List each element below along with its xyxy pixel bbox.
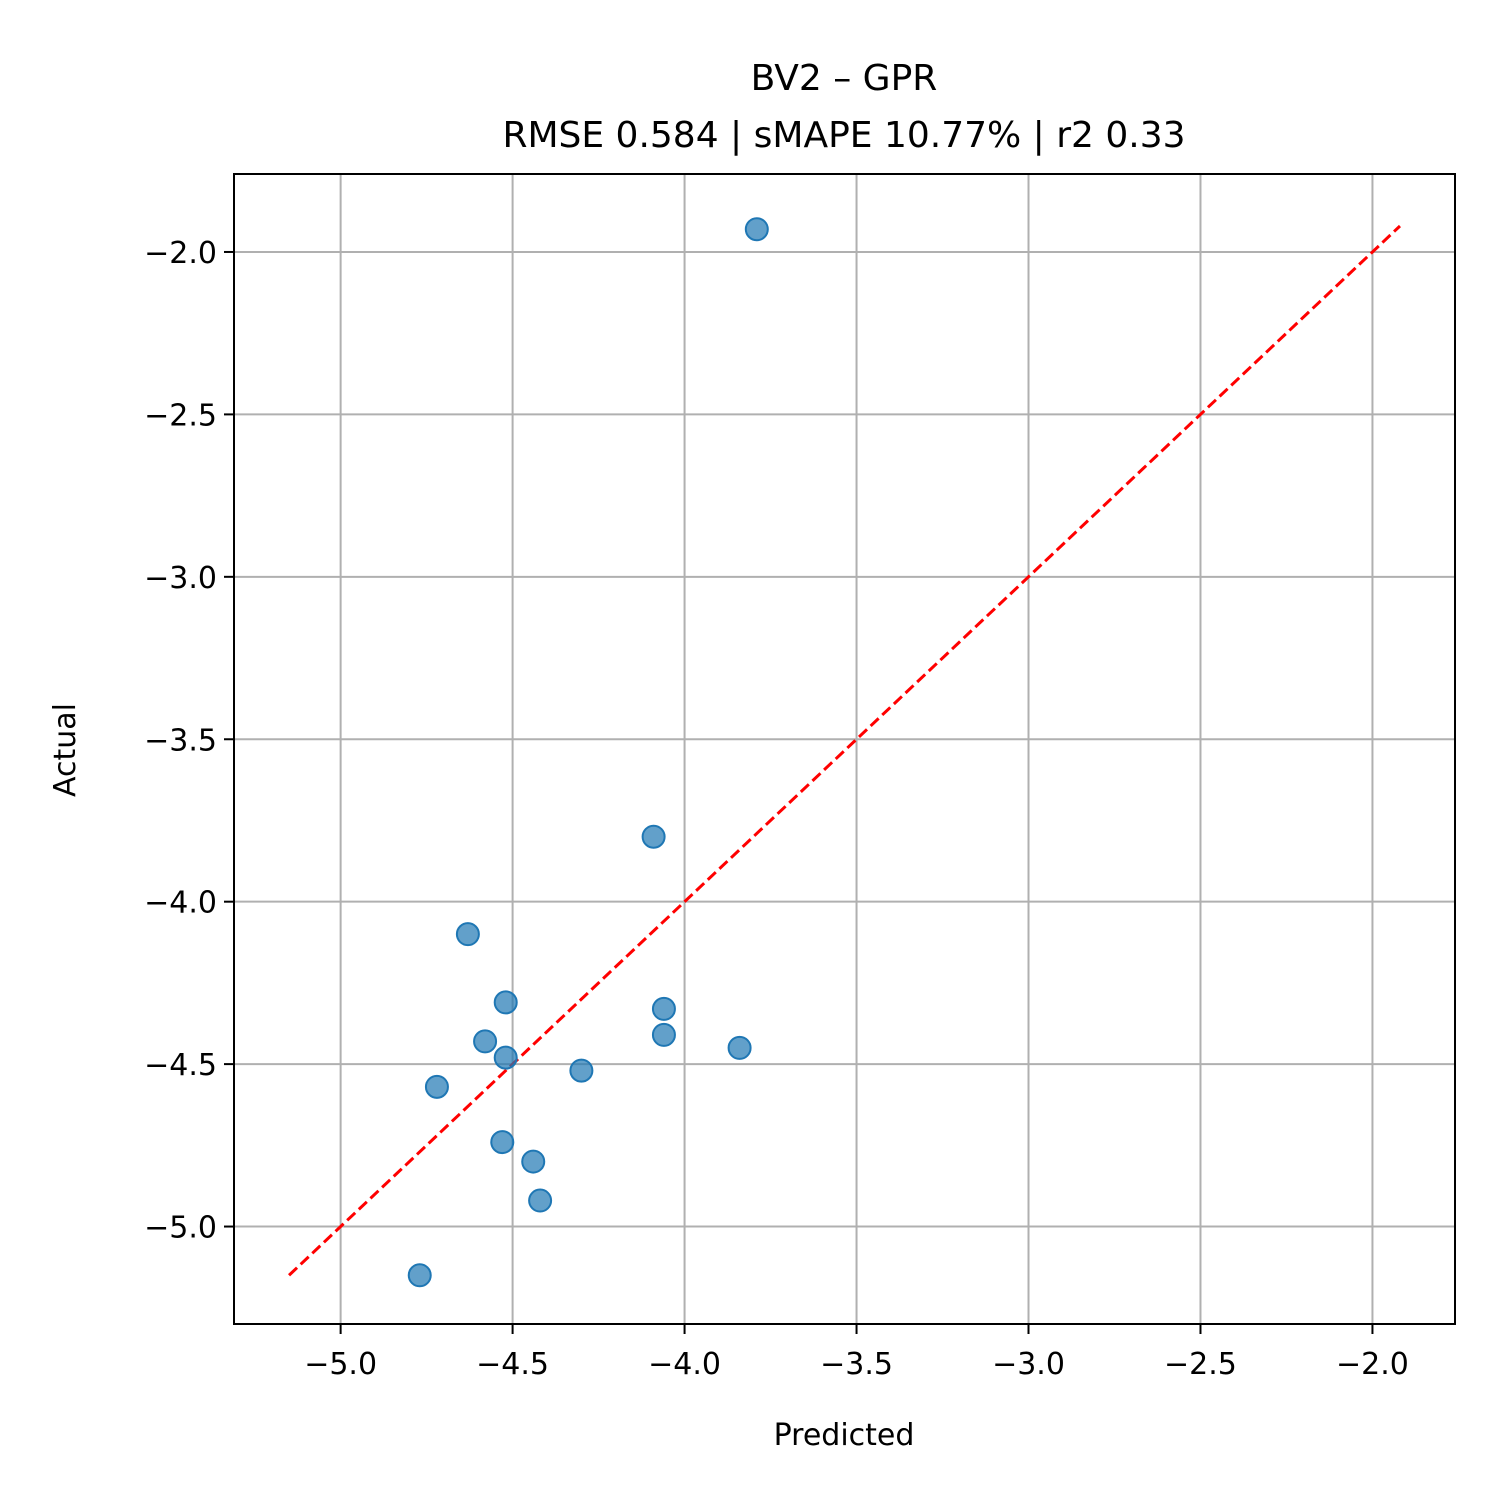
data-point [490, 1130, 515, 1155]
data-point [521, 1149, 546, 1174]
y-tick-label: −2.5 [144, 398, 217, 433]
x-tick-label: −4.5 [476, 1347, 549, 1382]
x-axis-ticks: −5.0 −4.5 −4.0 −3.5 −3.0 −2.5 −2.0 [304, 1324, 1409, 1382]
y-tick-label: −4.5 [144, 1048, 217, 1083]
data-point [493, 1045, 518, 1070]
data-point [473, 1029, 498, 1054]
x-tick-label: −3.5 [820, 1347, 893, 1382]
data-point [407, 1263, 432, 1288]
x-tick-label: −5.0 [304, 1347, 377, 1382]
data-point [569, 1058, 594, 1083]
data-point [528, 1188, 553, 1213]
data-points [407, 217, 769, 1288]
data-point [727, 1035, 752, 1060]
grid [234, 174, 1455, 1324]
y-tick-label: −3.0 [144, 561, 217, 596]
identity-line [288, 224, 1401, 1277]
x-tick-label: −3.0 [992, 1347, 1065, 1382]
x-tick-label: −2.5 [1164, 1347, 1237, 1382]
y-tick-label: −3.5 [144, 723, 217, 758]
data-point [651, 1022, 676, 1047]
y-tick-label: −2.0 [144, 236, 217, 271]
data-point [651, 996, 676, 1021]
y-axis-ticks: −5.0 −4.5 −4.0 −3.5 −3.0 −2.5 −2.0 [144, 236, 234, 1246]
data-point [744, 217, 769, 242]
y-tick-label: −4.0 [144, 886, 217, 921]
plot-frame [233, 173, 1456, 1325]
x-tick-label: −4.0 [648, 1347, 721, 1382]
x-axis-label: Predicted [774, 1418, 915, 1453]
data-point [424, 1074, 449, 1099]
data-point [455, 922, 480, 947]
y-tick-label: −5.0 [144, 1211, 217, 1246]
chart-subtitle: RMSE 0.584 | sMAPE 10.77% | r2 0.33 [502, 115, 1185, 156]
data-point [641, 824, 666, 849]
y-axis-label: Actual [48, 703, 83, 797]
chart-title: BV2 – GPR [751, 58, 938, 99]
x-tick-label: −2.0 [1336, 1347, 1409, 1382]
data-point [493, 990, 518, 1015]
identity-line-layer [288, 224, 1401, 1277]
